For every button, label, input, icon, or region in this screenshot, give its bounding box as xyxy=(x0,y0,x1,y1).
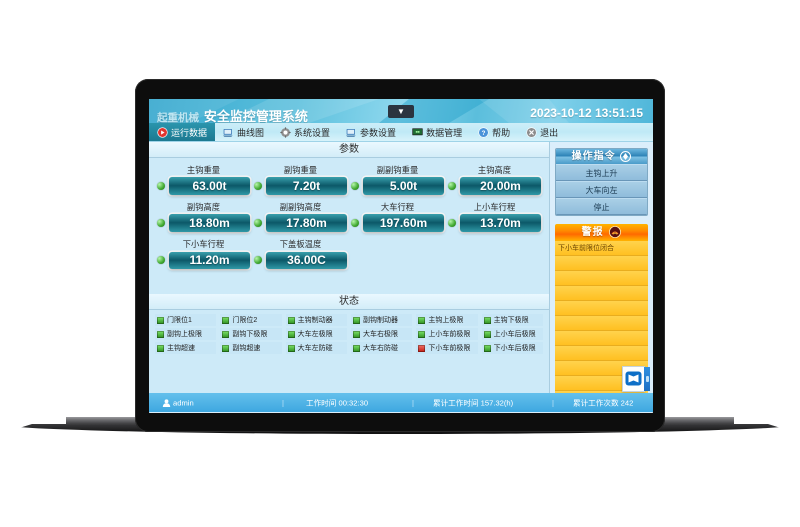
svg-text:?: ? xyxy=(482,129,486,136)
svg-text:■■: ■■ xyxy=(416,131,420,135)
